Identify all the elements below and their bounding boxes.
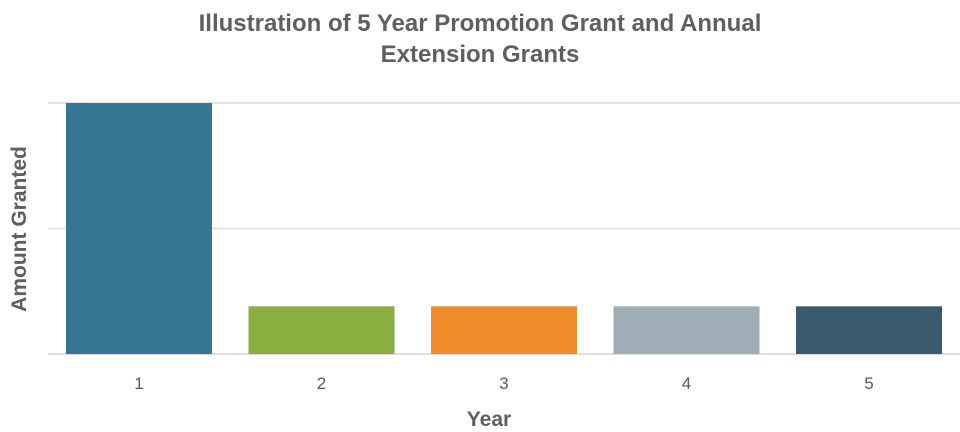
chart-title-line-2: Extension Grants (381, 41, 580, 68)
bar-year-5 (796, 306, 942, 354)
x-tick-label: 1 (134, 374, 143, 393)
bars (66, 103, 942, 354)
y-axis-title: Amount Granted (8, 146, 31, 312)
x-tick-label: 4 (682, 374, 691, 393)
x-tick-labels: 1 2 3 4 5 (134, 374, 873, 393)
x-tick-label: 2 (317, 374, 326, 393)
x-tick-label: 5 (864, 374, 873, 393)
x-axis-title: Year (467, 408, 511, 431)
bar-year-2 (248, 306, 395, 354)
bar-year-1 (66, 103, 212, 354)
x-tick-label: 3 (499, 374, 508, 393)
chart-title-line-1: Illustration of 5 Year Promotion Grant a… (199, 10, 762, 37)
bar-year-3 (431, 306, 577, 354)
bar-year-4 (613, 306, 760, 354)
